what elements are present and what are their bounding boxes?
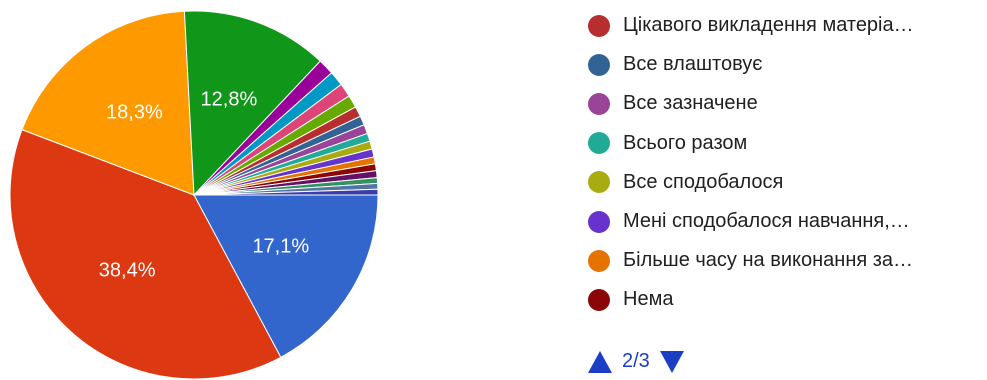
legend-swatch: [588, 171, 610, 194]
legend-item[interactable]: Мені сподобалося навчання,…: [588, 202, 914, 241]
legend-item[interactable]: Цікавого викладення матеріа…: [588, 6, 914, 45]
pie-slice[interactable]: [193, 188, 379, 196]
legend-label: Все зазначене: [623, 92, 758, 115]
legend-item[interactable]: Все зазначене: [588, 84, 914, 123]
legend-label: Більше часу на виконання за…: [623, 249, 914, 272]
legend-label: Все сподобалося: [623, 170, 784, 193]
pie-slice[interactable]: [183, 10, 321, 197]
legend-item[interactable]: Нема: [588, 280, 914, 319]
legend-swatch: [588, 14, 610, 37]
legend-swatch: [588, 210, 610, 233]
legend-swatch: [588, 92, 610, 115]
legend-swatch: [588, 132, 610, 155]
pie-slice[interactable]: [193, 194, 379, 358]
legend-label: Нема: [623, 288, 674, 311]
legend-pager: 2/3: [588, 350, 684, 373]
legend-label: Мені сподобалося навчання,…: [623, 210, 910, 233]
page-indicator: 2/3: [622, 350, 650, 372]
slice-percent-label: 38,4%: [99, 259, 156, 281]
pie-slice[interactable]: [9, 129, 282, 380]
legend-swatch: [588, 288, 610, 311]
pie-slice[interactable]: [21, 10, 195, 196]
legend: Цікавого викладення матеріа… Все влаштов…: [588, 6, 914, 320]
legend-item[interactable]: Всього разом: [588, 124, 914, 163]
legend-item[interactable]: Все влаштовує: [588, 45, 914, 84]
legend-swatch: [588, 249, 610, 272]
legend-label: Все влаштовує: [623, 53, 763, 76]
legend-label: Всього разом: [623, 131, 748, 154]
legend-label: Цікавого викладення матеріа…: [623, 14, 914, 37]
legend-item[interactable]: Більше часу на виконання за…: [588, 241, 914, 280]
triangle-up-icon[interactable]: [588, 350, 612, 373]
triangle-down-icon[interactable]: [659, 350, 684, 373]
legend-swatch: [588, 53, 610, 76]
slice-percent-label: 18,3%: [106, 102, 163, 124]
slice-percent-label: 17,1%: [252, 235, 309, 257]
pie-chart: 17,1% 38,4% 18,3% 12,8%: [9, 10, 379, 380]
slice-percent-label: 12,8%: [201, 88, 258, 110]
legend-item[interactable]: Все сподобалося: [588, 163, 914, 202]
